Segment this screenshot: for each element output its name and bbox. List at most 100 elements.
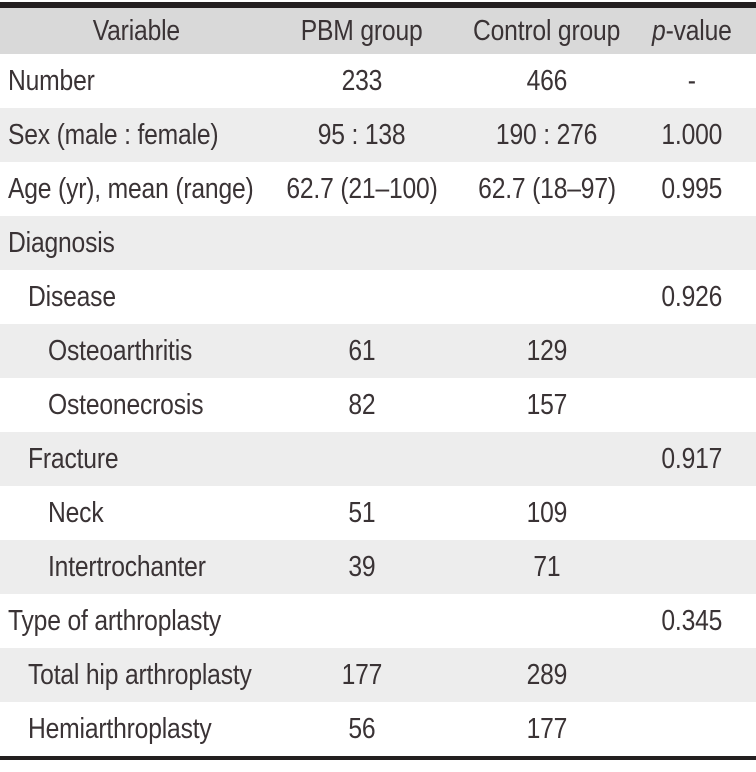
row-label: Neck	[48, 496, 104, 529]
control-group-value: 62.7 (18–97)	[478, 172, 616, 205]
control-group-cell: 177	[452, 702, 642, 756]
row-label: Sex (male : female)	[8, 118, 219, 151]
p-value-value: 0.917	[661, 442, 723, 475]
pbm-group-cell	[272, 432, 452, 486]
table-row: Sex (male : female) 95 : 138 190 : 276 1…	[0, 108, 756, 162]
pbm-group-value: 177	[341, 658, 383, 691]
p-value-cell: 0.926	[642, 270, 756, 324]
control-group-cell: 71	[452, 540, 642, 594]
p-value-value: -	[687, 64, 697, 97]
table-row: Intertrochanter 39 71	[0, 540, 756, 594]
pbm-group-value: 61	[348, 334, 376, 367]
pbm-group-value: 233	[341, 64, 383, 97]
row-label: Total hip arthroplasty	[28, 658, 252, 691]
control-group-cell: 129	[452, 324, 642, 378]
control-group-value: 177	[526, 712, 568, 745]
row-label: Fracture	[28, 442, 119, 475]
table-row: Diagnosis	[0, 216, 756, 270]
table-bottom-rule	[0, 756, 756, 760]
p-value-value: 0.926	[661, 280, 723, 313]
table-header-row: Variable PBM group Control group p-value	[0, 8, 756, 54]
p-value-value: 0.995	[661, 172, 723, 205]
pbm-group-cell: 177	[272, 648, 452, 702]
pbm-group-value: 62.7 (21–100)	[286, 172, 438, 205]
p-value-cell: 0.917	[642, 432, 756, 486]
p-value-cell	[642, 486, 756, 540]
variable-cell: Disease	[0, 270, 272, 324]
row-label: Intertrochanter	[48, 550, 206, 583]
pbm-group-cell: 56	[272, 702, 452, 756]
p-value-cell: 1.000	[642, 108, 756, 162]
p-value-cell: 0.345	[642, 594, 756, 648]
control-group-value: 71	[533, 550, 561, 583]
variable-cell: Total hip arthroplasty	[0, 648, 272, 702]
p-value-cell	[642, 216, 756, 270]
variable-cell: Hemiarthroplasty	[0, 702, 272, 756]
variable-cell: Neck	[0, 486, 272, 540]
row-label: Type of arthroplasty	[8, 604, 222, 637]
table-row: Fracture 0.917	[0, 432, 756, 486]
p-value-italic-p: p	[652, 14, 666, 47]
pbm-group-cell	[272, 270, 452, 324]
p-value-cell: 0.995	[642, 162, 756, 216]
pbm-group-cell: 95 : 138	[272, 108, 452, 162]
control-group-cell: 466	[452, 54, 642, 108]
table-row: Hemiarthroplasty 56 177	[0, 702, 756, 756]
baseline-characteristics-table: Variable PBM group Control group p-value…	[0, 8, 756, 756]
row-label: Osteonecrosis	[48, 388, 204, 421]
variable-cell: Intertrochanter	[0, 540, 272, 594]
control-group-value: 109	[526, 496, 568, 529]
pbm-group-cell: 39	[272, 540, 452, 594]
control-group-value: 129	[526, 334, 568, 367]
table-row: Neck 51 109	[0, 486, 756, 540]
table-row: Age (yr), mean (range) 62.7 (21–100) 62.…	[0, 162, 756, 216]
p-value-cell	[642, 324, 756, 378]
pbm-group-cell: 82	[272, 378, 452, 432]
variable-cell: Osteoarthritis	[0, 324, 272, 378]
control-group-cell: 289	[452, 648, 642, 702]
p-value-cell	[642, 378, 756, 432]
pbm-group-cell: 233	[272, 54, 452, 108]
p-value-cell	[642, 702, 756, 756]
variable-cell: Fracture	[0, 432, 272, 486]
control-group-cell: 109	[452, 486, 642, 540]
p-value-cell	[642, 648, 756, 702]
control-group-value: 157	[526, 388, 568, 421]
pbm-group-cell	[272, 594, 452, 648]
variable-cell: Osteonecrosis	[0, 378, 272, 432]
variable-cell: Age (yr), mean (range)	[0, 162, 272, 216]
table-row: Osteoarthritis 61 129	[0, 324, 756, 378]
table-top-rule	[0, 2, 756, 8]
pbm-group-value: 95 : 138	[318, 118, 406, 151]
table-row: Type of arthroplasty 0.345	[0, 594, 756, 648]
row-label: Number	[8, 64, 95, 97]
row-label: Disease	[28, 280, 116, 313]
row-label: Hemiarthroplasty	[28, 712, 212, 745]
p-value-cell	[642, 540, 756, 594]
variable-cell: Diagnosis	[0, 216, 272, 270]
column-header-variable: Variable	[92, 14, 180, 47]
table-body: Number 233 466 - Sex (male : female) 95 …	[0, 54, 756, 756]
pbm-group-value: 39	[348, 550, 376, 583]
control-group-cell: 62.7 (18–97)	[452, 162, 642, 216]
row-label: Age (yr), mean (range)	[8, 172, 254, 205]
control-group-cell	[452, 594, 642, 648]
control-group-value: 289	[526, 658, 568, 691]
pbm-group-cell: 61	[272, 324, 452, 378]
control-group-cell: 190 : 276	[452, 108, 642, 162]
pbm-group-cell	[272, 216, 452, 270]
table-row: Disease 0.926	[0, 270, 756, 324]
pbm-group-cell: 51	[272, 486, 452, 540]
pbm-group-value: 56	[348, 712, 376, 745]
table-row: Number 233 466 -	[0, 54, 756, 108]
column-header-p-value: p-value	[642, 8, 756, 54]
control-group-cell	[452, 432, 642, 486]
table-row: Osteonecrosis 82 157	[0, 378, 756, 432]
control-group-value: 190 : 276	[496, 118, 598, 151]
control-group-cell	[452, 216, 642, 270]
column-header-control-group: Control group	[473, 14, 621, 47]
pbm-group-value: 51	[348, 496, 376, 529]
p-value-cell: -	[642, 54, 756, 108]
p-value-rest: -value	[665, 14, 732, 47]
